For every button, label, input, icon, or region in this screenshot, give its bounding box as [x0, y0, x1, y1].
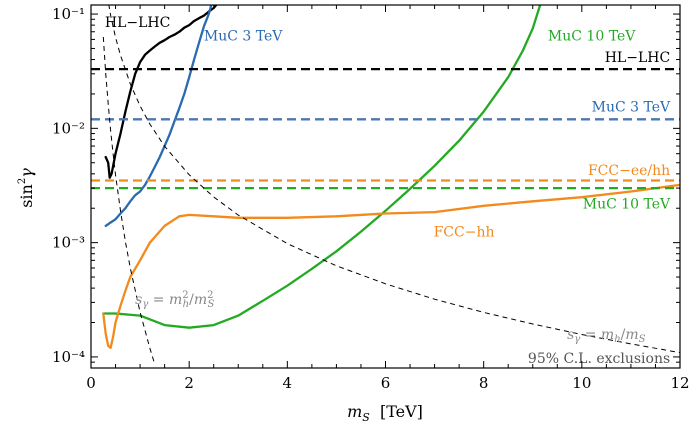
- curve-solid-muc-10-tev-2: [102, 5, 542, 329]
- tick-labels: 0 2 4 6 8 10 12 10⁻⁴ 10⁻³ 10⁻² 10⁻¹: [52, 5, 690, 392]
- axis-ticks: [90, 5, 681, 369]
- annotation-labels: HL−LHC MuC 3 TeV MuC 10 TeV HL−LHC MuC 3 TeV…: [105, 15, 671, 367]
- label-muc-10-tev: MuC 10 TeV: [548, 28, 636, 44]
- y-tick-label: 10⁻¹: [52, 5, 85, 23]
- formula-label-1: sγ = mh/mS: [567, 327, 646, 345]
- curve-solid-fcc-hh-3: [102, 183, 680, 350]
- label-muc-3-tev: MuC 3 TeV: [204, 28, 283, 44]
- label-muc-3-tev: MuC 3 TeV: [592, 100, 671, 116]
- label-hl-lhc: HL−LHC: [605, 50, 670, 66]
- x-tick-label: 6: [381, 374, 391, 392]
- plot-curves: [91, 5, 680, 365]
- x-tick-label: 8: [479, 374, 489, 392]
- label-fcc-hh: FCC−hh: [434, 225, 495, 241]
- y-axis-title: sin2γ: [17, 168, 36, 208]
- y-tick-label: 10⁻⁴: [52, 348, 85, 366]
- label-muc-10-tev: MuC 10 TeV: [583, 196, 671, 212]
- x-tick-label: 12: [670, 374, 689, 392]
- plot-frame: [90, 4, 681, 369]
- curve-solid-muc-3-tev-1: [104, 5, 213, 228]
- label-95-c-l-exclusions: 95% C.L. exclusions: [528, 351, 670, 367]
- curve-thin-dashed-s-m-h-2-m-s-2-8: [102, 36, 156, 365]
- x-tick-label: 4: [283, 374, 293, 392]
- label-fcc-ee-hh: FCC−ee/hh: [588, 163, 670, 179]
- label-hl-lhc: HL−LHC: [105, 15, 170, 31]
- x-axis-title: mS [TeV]: [347, 402, 423, 424]
- x-tick-label: 0: [86, 374, 96, 392]
- y-tick-label: 10⁻²: [52, 119, 85, 137]
- x-tick-label: 2: [184, 374, 194, 392]
- curve-thin-dashed-s-m-h-m-s-9: [108, 5, 680, 354]
- formula-label-0: sγ = m2 h/m2 S: [135, 290, 214, 310]
- x-tick-label: 10: [572, 374, 591, 392]
- curve-solid-hl-lhc-0: [104, 5, 218, 179]
- y-tick-label: 10⁻³: [52, 234, 85, 252]
